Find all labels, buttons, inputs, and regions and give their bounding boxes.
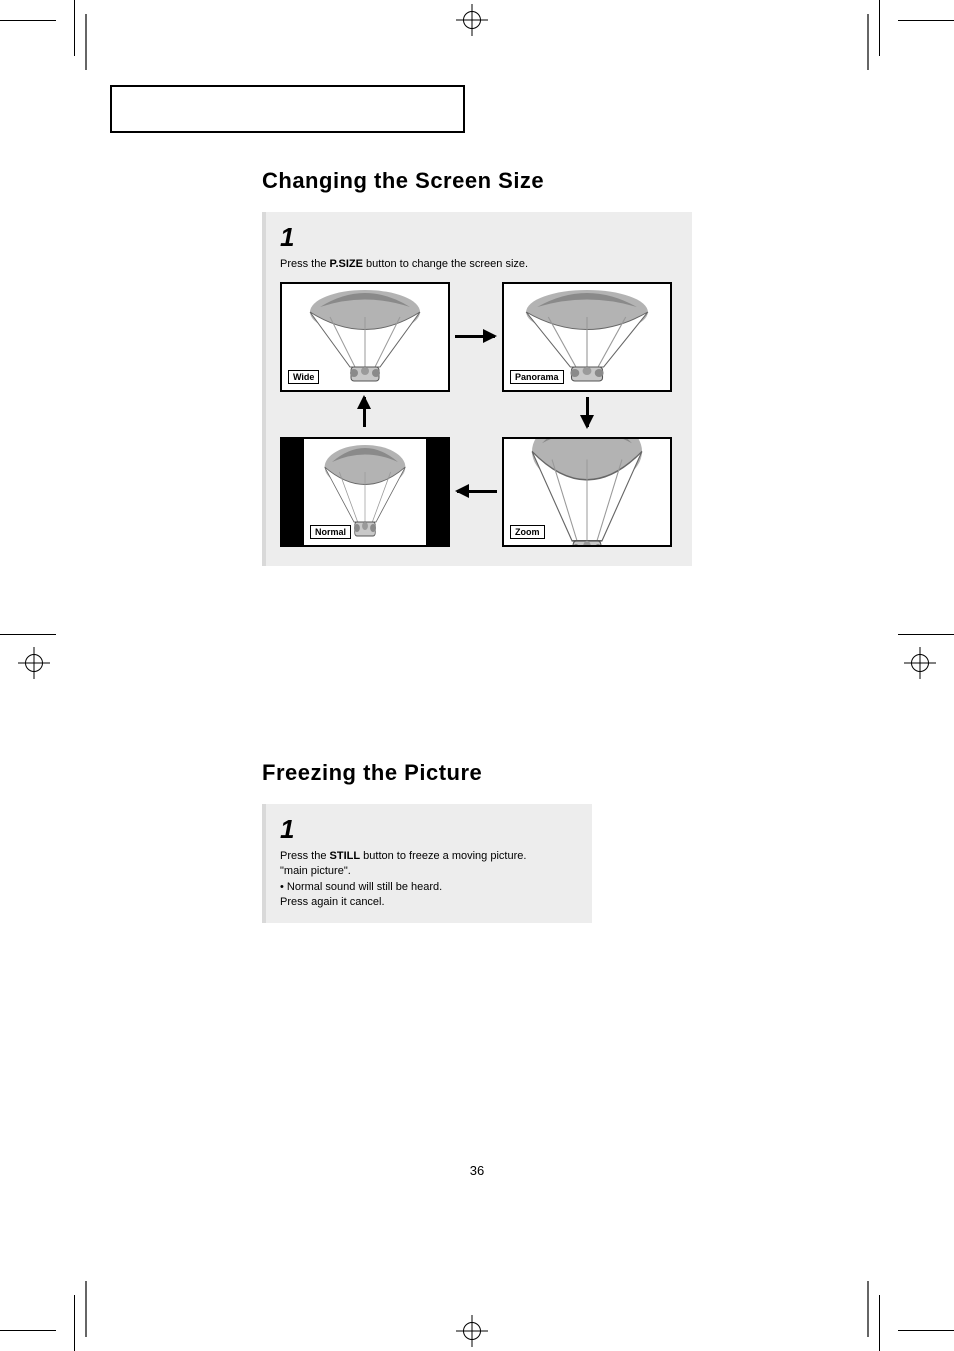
crop-inner (867, 1281, 869, 1337)
crop-mark (879, 0, 880, 56)
crop-inner (85, 14, 87, 70)
mode-label-panorama: Panorama (510, 370, 564, 384)
chapter-title-box (110, 85, 465, 133)
registration-mark (25, 654, 43, 672)
section-heading: Changing the Screen Size (262, 168, 692, 194)
crop-mark (879, 1295, 880, 1351)
text: Press again it cancel. (280, 896, 385, 908)
screen-size-diagram: Wide Panorama (280, 282, 680, 552)
crop-inner (867, 14, 869, 70)
text: Press the (280, 258, 330, 270)
arrow-down-icon (586, 397, 589, 427)
step-instruction: Press the P.SIZE button to change the sc… (280, 257, 678, 272)
section-changing-screen-size: Changing the Screen Size 1 Press the P.S… (262, 168, 692, 566)
section-heading: Freezing the Picture (262, 760, 692, 786)
crop-mark (898, 20, 954, 21)
crop-mark (898, 634, 954, 635)
mode-label-normal: Normal (310, 525, 351, 539)
crop-mark (74, 1295, 75, 1351)
button-ref: P.SIZE (330, 258, 363, 270)
step-box: 1 Press the P.SIZE button to change the … (262, 212, 692, 566)
tv-panorama: Panorama (502, 282, 672, 392)
registration-mark (463, 1322, 481, 1340)
text: button to change the screen size. (363, 258, 528, 270)
tv-zoom: Zoom (502, 437, 672, 547)
arrow-up-icon (363, 397, 366, 427)
registration-mark (911, 654, 929, 672)
text: "main picture". (280, 865, 351, 877)
mode-label-zoom: Zoom (510, 525, 545, 539)
step-number: 1 (280, 814, 578, 845)
crop-mark (898, 1330, 954, 1331)
section-freezing-picture: Freezing the Picture 1 Press the STILL b… (262, 760, 692, 923)
button-ref: STILL (330, 850, 361, 862)
crop-mark (0, 1330, 56, 1331)
text: button to freeze a moving picture. (360, 850, 526, 862)
step-number: 1 (280, 222, 678, 253)
registration-mark (463, 11, 481, 29)
crop-mark (0, 20, 56, 21)
text: Press the (280, 850, 330, 862)
page-number: 36 (0, 1163, 954, 1178)
step-instruction: Press the STILL button to freeze a movin… (280, 849, 578, 911)
step-box: 1 Press the STILL button to freeze a mov… (262, 804, 592, 923)
arrow-left-icon (457, 490, 497, 493)
arrow-right-icon (455, 335, 495, 338)
tv-wide: Wide (280, 282, 450, 392)
crop-mark (74, 0, 75, 56)
crop-mark (0, 634, 56, 635)
text: • Normal sound will still be heard. (280, 881, 442, 893)
mode-label-wide: Wide (288, 370, 319, 384)
crop-inner (85, 1281, 87, 1337)
tv-normal: Normal (280, 437, 450, 547)
